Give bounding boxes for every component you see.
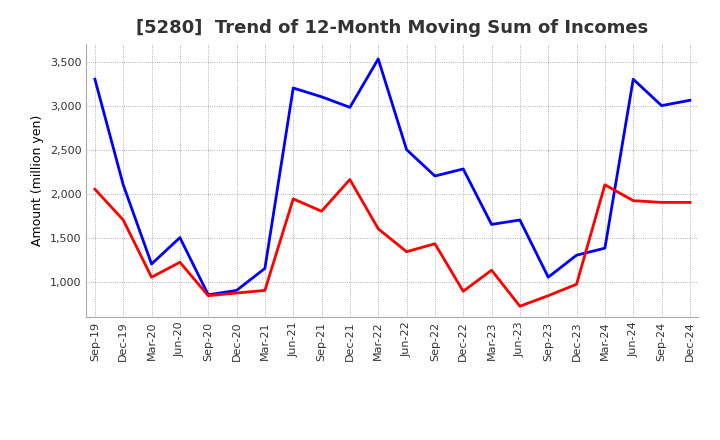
Net Income xyxy=(629,198,637,203)
Ordinary Income xyxy=(657,103,666,108)
Ordinary Income xyxy=(289,85,297,91)
Ordinary Income xyxy=(91,77,99,82)
Ordinary Income xyxy=(119,182,127,187)
Net Income xyxy=(233,290,241,296)
Net Income xyxy=(459,289,467,294)
Ordinary Income xyxy=(685,98,694,103)
Net Income xyxy=(402,249,411,254)
Ordinary Income xyxy=(176,235,184,240)
Net Income xyxy=(487,268,496,273)
Net Income xyxy=(431,241,439,246)
Ordinary Income xyxy=(572,253,581,258)
Net Income xyxy=(544,293,552,298)
Ordinary Income xyxy=(459,166,467,172)
Y-axis label: Amount (million yen): Amount (million yen) xyxy=(32,115,45,246)
Ordinary Income xyxy=(261,266,269,271)
Ordinary Income xyxy=(148,261,156,267)
Net Income xyxy=(261,288,269,293)
Net Income xyxy=(374,226,382,231)
Ordinary Income xyxy=(544,275,552,280)
Ordinary Income xyxy=(233,288,241,293)
Ordinary Income xyxy=(629,77,637,82)
Ordinary Income xyxy=(374,56,382,62)
Ordinary Income xyxy=(346,105,354,110)
Ordinary Income xyxy=(204,292,212,297)
Net Income xyxy=(685,200,694,205)
Ordinary Income xyxy=(487,222,496,227)
Net Income xyxy=(318,209,326,214)
Net Income xyxy=(572,282,581,287)
Line: Net Income: Net Income xyxy=(95,180,690,306)
Net Income xyxy=(516,304,524,309)
Net Income xyxy=(204,293,212,298)
Net Income xyxy=(346,177,354,182)
Net Income xyxy=(148,275,156,280)
Net Income xyxy=(657,200,666,205)
Title: [5280]  Trend of 12-Month Moving Sum of Incomes: [5280] Trend of 12-Month Moving Sum of I… xyxy=(136,19,649,37)
Ordinary Income xyxy=(318,94,326,99)
Net Income xyxy=(600,182,609,187)
Line: Ordinary Income: Ordinary Income xyxy=(95,59,690,295)
Ordinary Income xyxy=(516,217,524,223)
Net Income xyxy=(289,196,297,202)
Net Income xyxy=(91,187,99,192)
Net Income xyxy=(119,217,127,223)
Net Income xyxy=(176,260,184,265)
Ordinary Income xyxy=(600,246,609,251)
Ordinary Income xyxy=(402,147,411,152)
Ordinary Income xyxy=(431,173,439,179)
